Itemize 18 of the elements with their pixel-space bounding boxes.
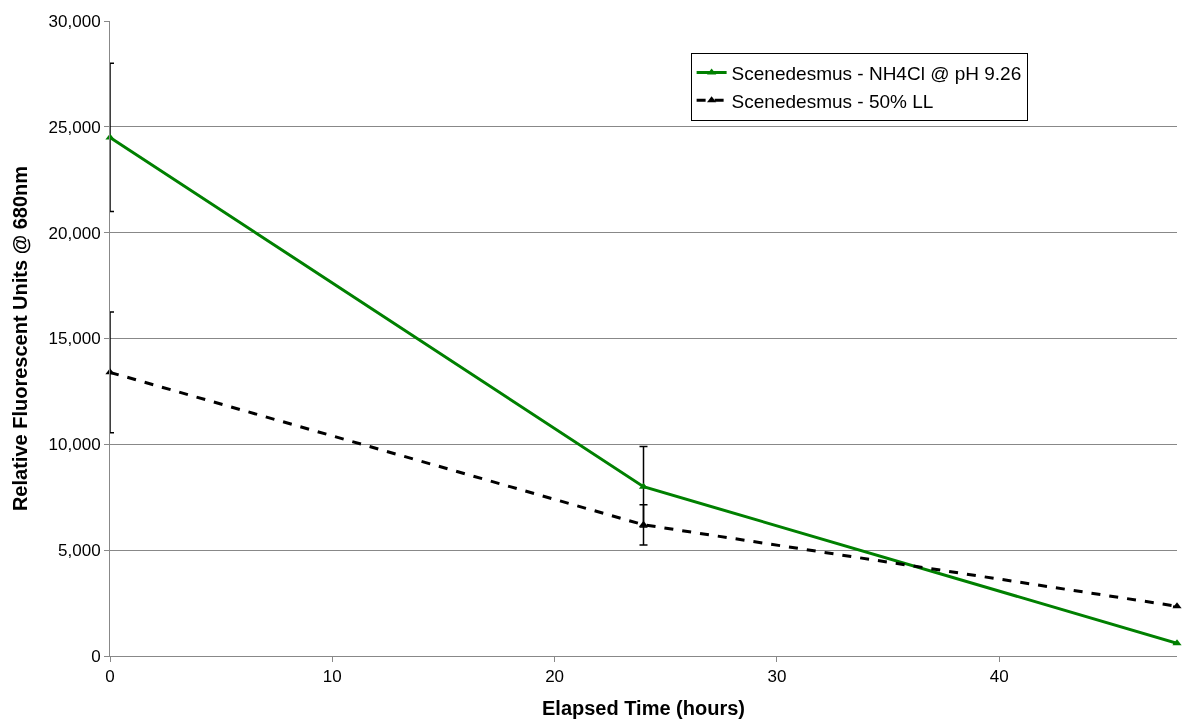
y-tick-label: 0 [91,646,101,666]
y-tick-label: 5,000 [58,541,101,561]
x-tick-label: 0 [105,667,115,687]
y-tick-label: 15,000 [48,329,101,349]
point [1172,602,1182,609]
x-tick-label: 40 [989,667,1009,687]
y-tick-label: 30,000 [48,11,101,31]
x-axis-title: Elapsed Time (hours) [541,696,746,719]
point [1172,639,1182,646]
x-tick-label: 30 [767,667,787,687]
y-tick-label: 20,000 [48,223,101,243]
y-tick-label: 25,000 [48,117,101,137]
legend-label: Scenedesmus - 50% LL [731,90,934,112]
y-axis-title: Relative Fluorescent Units @ 680nm [9,165,32,512]
x-tick-label: 10 [322,667,342,687]
y-tick-label: 10,000 [48,435,101,455]
x-tick-label: 20 [545,667,565,687]
legend-label: Scenedesmus - NH4Cl @ pH 9.26 [731,63,1022,85]
